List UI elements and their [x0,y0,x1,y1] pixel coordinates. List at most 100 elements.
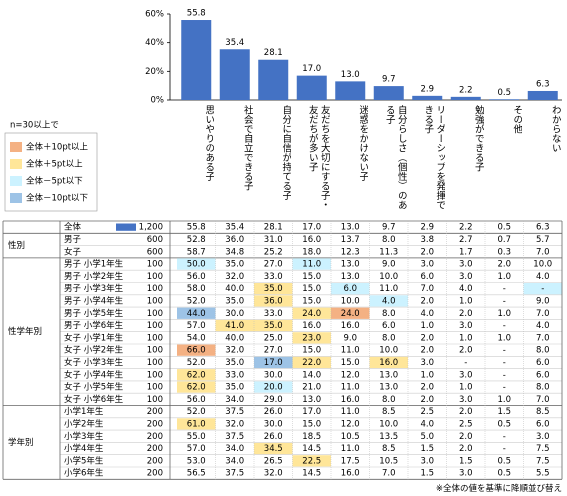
row-n: 100 [147,260,163,270]
cell-value: 53.0 [187,456,206,466]
cell-value: 2.0 [459,444,473,454]
cell-value: 5.7 [536,235,550,245]
row-n: 200 [147,419,163,429]
row-n: 100 [147,284,163,294]
cell-value: 0.5 [497,469,511,479]
group-label: 性学年別 [8,326,42,337]
cell-value: 24.0 [341,309,360,319]
data-label: 9.7 [382,75,396,85]
y-tick-label: 60% [145,10,164,20]
cell-value: 37.5 [225,469,244,479]
cell-value: 2.5 [459,419,473,429]
cell-value: 7.0 [536,333,550,343]
row-label: 女子 小学3年生 [64,357,124,368]
cell-value: 3.0 [459,260,473,270]
data-label: 6.3 [536,79,550,89]
row-n: 200 [147,432,163,442]
cell-value: 6.0 [536,419,550,429]
cell-highlight [177,344,216,356]
cell-value: 25.2 [264,247,283,257]
cell-highlight [331,307,370,319]
cell-value: 2.9 [420,223,434,233]
cell-highlight [177,258,216,270]
cell-highlight [254,283,293,295]
cell-value: 12.0 [341,419,360,429]
cell-value: 56.5 [187,469,206,479]
cell-value: 35.0 [225,260,244,270]
cell-value: 10.0 [341,296,360,306]
cell-value: 15.0 [302,419,321,429]
cell-value: 57.0 [187,444,206,454]
cell-value: 62.0 [187,383,206,393]
cell-value: 34.0 [225,444,244,454]
cell-value: - [503,284,506,294]
cell-value: 27.0 [264,346,283,356]
cell-highlight [177,307,216,319]
cell-value: 10.0 [379,272,398,282]
category-label: 勉強ができる子 [472,105,484,172]
cell-value: 2.0 [420,383,434,393]
cell-value: 13.0 [379,370,398,380]
total-swatch [116,223,136,231]
cell-value: 1.0 [497,333,511,343]
cell-value: 1.5 [420,444,434,454]
cell-value: 26.5 [264,456,283,466]
cell-value: 3.8 [420,235,434,245]
row-label: 男子 [64,235,82,245]
cell-value: 10.5 [379,456,398,466]
cell-value: 13.0 [341,223,360,233]
cell-value: 22.5 [302,456,321,466]
cell-value: 11.0 [341,383,360,393]
bar [489,99,520,100]
cell-value: 2.0 [459,407,473,417]
legend-label: 全体＋5pt以上 [26,159,83,170]
cell-value: 8.5 [382,407,396,417]
cell-value: 8.0 [382,395,396,405]
row-label: 小学2年生 [64,418,104,429]
cell-value: 32.0 [264,469,283,479]
cell-value: 58.0 [187,284,206,294]
cell-value: 18.5 [302,432,321,442]
cell-value: 7.0 [536,247,550,257]
row-label: 女子 小学1年生 [64,332,124,343]
row-n: 100 [147,309,163,319]
cell-value: 9.0 [382,260,396,270]
cell-highlight [369,295,408,307]
row-n: 100 [147,358,163,368]
cell-value: 3.0 [459,321,473,331]
data-label: 0.5 [497,88,511,98]
row-label: 全体 [64,222,82,233]
cell-value: 1.0 [459,296,473,306]
cell-highlight [523,283,562,295]
row-n: 200 [147,407,163,417]
cell-value: - [503,370,506,380]
cell-value: 52.0 [187,407,206,417]
cell-value: 12.3 [341,247,360,257]
note: ※全体の値を基準に降順並び替え [436,483,562,494]
cell-value: 10.5 [341,432,360,442]
cell-value: 16.0 [302,235,321,245]
cell-value: 50.0 [187,260,206,270]
row-label: 小学4年生 [64,443,104,454]
cell-highlight [292,356,331,369]
cell-value: 1.0 [459,333,473,343]
y-tick-label: 40% [145,38,164,48]
row-label: 小学1年生 [64,406,104,417]
cell-value: 8.0 [382,309,396,319]
cell-value: 0.3 [497,247,511,257]
row-n: 200 [147,456,163,466]
cell-value: 2.0 [420,333,434,343]
cell-value: - [503,432,506,442]
legend-label: 全体＋10pt以上 [26,142,89,153]
cell-highlight [254,319,293,332]
cell-value: 6.0 [420,272,434,282]
cell-value: 18.0 [302,247,321,257]
cell-value: 20.0 [264,383,283,393]
bar [335,81,366,100]
cell-value: 8.5 [536,407,550,417]
cell-value: - [503,346,506,356]
cell-value: 2.2 [459,223,473,233]
cell-value: 13.0 [341,272,360,282]
cell-value: 14.0 [302,370,321,380]
